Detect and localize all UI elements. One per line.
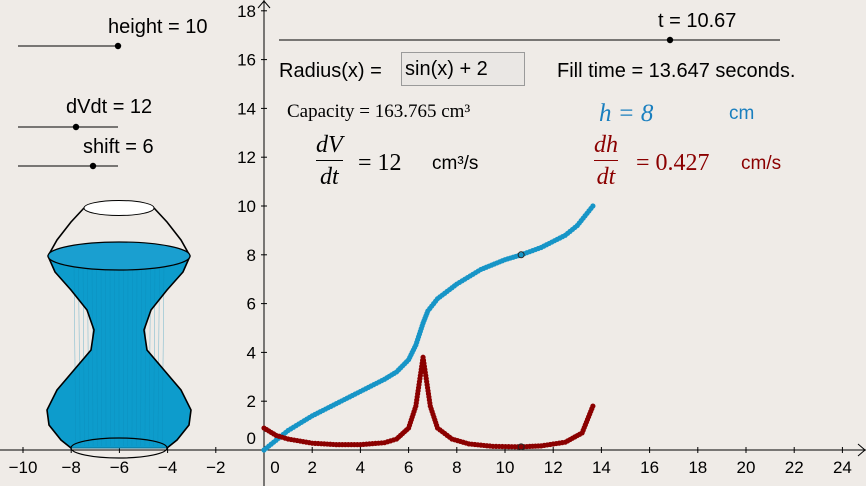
y-tick-label: 14 xyxy=(237,99,256,118)
height-value: h = 8 xyxy=(599,100,654,127)
water-texture-line xyxy=(105,261,107,447)
vase-outline xyxy=(46,207,192,449)
y-tick-label: 8 xyxy=(247,246,256,265)
dhdt-numerator: dh xyxy=(594,132,618,158)
dvdt-fraction: dV dt xyxy=(316,133,343,189)
x-tick-label: −4 xyxy=(158,458,177,477)
dhdt-unit: cm/s xyxy=(741,153,782,174)
dhdt-value: = 0.427 xyxy=(636,150,710,176)
x-tick-label: 16 xyxy=(640,458,659,477)
water-texture-line xyxy=(157,261,160,447)
plot-curves xyxy=(261,203,596,453)
y-tick-label: 6 xyxy=(247,295,256,314)
x-tick-label: 22 xyxy=(785,458,804,477)
shift-slider-label: shift = 6 xyxy=(83,136,154,158)
y-tick-label: 2 xyxy=(247,392,256,411)
radius-label: Radius(x) = xyxy=(279,60,382,82)
shift-slider-handle[interactable] xyxy=(89,162,97,170)
y-tick-label: 10 xyxy=(237,197,256,216)
height-slider-label: height = 10 xyxy=(108,16,208,38)
x-tick-label: −2 xyxy=(206,458,225,477)
x-tick-label: 6 xyxy=(404,458,413,477)
x-tick-label: 2 xyxy=(307,458,316,477)
t-slider-handle[interactable] xyxy=(666,36,674,44)
height-unit: cm xyxy=(729,103,755,124)
x-tick-label: 8 xyxy=(452,458,461,477)
water-texture-line xyxy=(161,261,165,447)
current-time-marker xyxy=(517,251,525,259)
water-texture-line xyxy=(82,261,85,447)
water-texture-line xyxy=(73,261,77,447)
height-slider[interactable] xyxy=(18,42,122,50)
water-texture-line xyxy=(91,261,94,447)
water-texture-line xyxy=(153,261,156,447)
vase-top-rim xyxy=(83,200,155,216)
vase-bottom xyxy=(70,437,168,459)
y-tick-label: 4 xyxy=(247,343,256,362)
y-tick-label: 18 xyxy=(237,2,256,21)
x-axis-arrow xyxy=(857,443,866,457)
dvdt-slider-label: dVdt = 12 xyxy=(66,96,153,118)
water-texture-line xyxy=(78,261,81,447)
y-tick-label: 0 xyxy=(247,429,256,448)
x-tick-label: 14 xyxy=(592,458,611,477)
vase-container xyxy=(46,200,192,459)
axis-ticks: −10 −8 −6 −4 −2 0 2 4 6 8 10 12 14 16 18 20 22 2402468101… xyxy=(9,2,852,477)
x-tick-label: 18 xyxy=(688,458,707,477)
current-time-marker xyxy=(517,443,525,451)
capacity-text: Capacity = 163.765 cm³ xyxy=(287,101,471,122)
water-texture-line xyxy=(96,261,98,447)
fill-time-text: Fill time = 13.647 seconds. xyxy=(557,60,796,82)
water-texture-line xyxy=(100,261,102,447)
dvdt-value: = 12 xyxy=(358,150,402,176)
shift-slider[interactable] xyxy=(18,162,118,170)
x-tick-label: 10 xyxy=(496,458,515,477)
water-surface xyxy=(47,241,191,271)
height-slider-handle[interactable] xyxy=(114,42,122,50)
x-tick-label: 24 xyxy=(833,458,852,477)
x-tick-label: −6 xyxy=(110,458,129,477)
x-tick-label: 4 xyxy=(356,458,365,477)
x-tick-label: −10 xyxy=(9,458,38,477)
water-texture-line xyxy=(140,261,142,447)
t-slider-label: t = 10.67 xyxy=(658,10,737,32)
dvdt-numerator: dV xyxy=(316,132,343,158)
y-tick-label: 12 xyxy=(237,148,256,167)
water-texture-line xyxy=(144,261,147,447)
dvdt-denominator: dt xyxy=(320,164,339,190)
y-axis-arrow xyxy=(257,0,271,9)
water-texture-line xyxy=(131,261,133,447)
x-tick-label: 20 xyxy=(737,458,756,477)
dvdt-unit: cm³/s xyxy=(432,153,479,174)
water-texture-line xyxy=(136,261,138,447)
dvdt-slider[interactable] xyxy=(18,123,118,131)
t-slider[interactable] xyxy=(279,36,780,44)
dvdt-slider-handle[interactable] xyxy=(72,123,80,131)
water-texture xyxy=(73,261,165,447)
dhdt-fraction: dh dt xyxy=(594,133,618,189)
dhdt-denominator: dt xyxy=(596,164,616,190)
radius-input[interactable]: sin(x) + 2 xyxy=(401,52,525,86)
rate-curve-point xyxy=(590,403,596,409)
x-tick-label: 12 xyxy=(544,458,563,477)
x-tick-label: −8 xyxy=(62,458,81,477)
y-tick-label: 16 xyxy=(237,51,256,70)
x-tick-label: 0 xyxy=(270,458,279,477)
height-curve-point xyxy=(590,203,596,209)
